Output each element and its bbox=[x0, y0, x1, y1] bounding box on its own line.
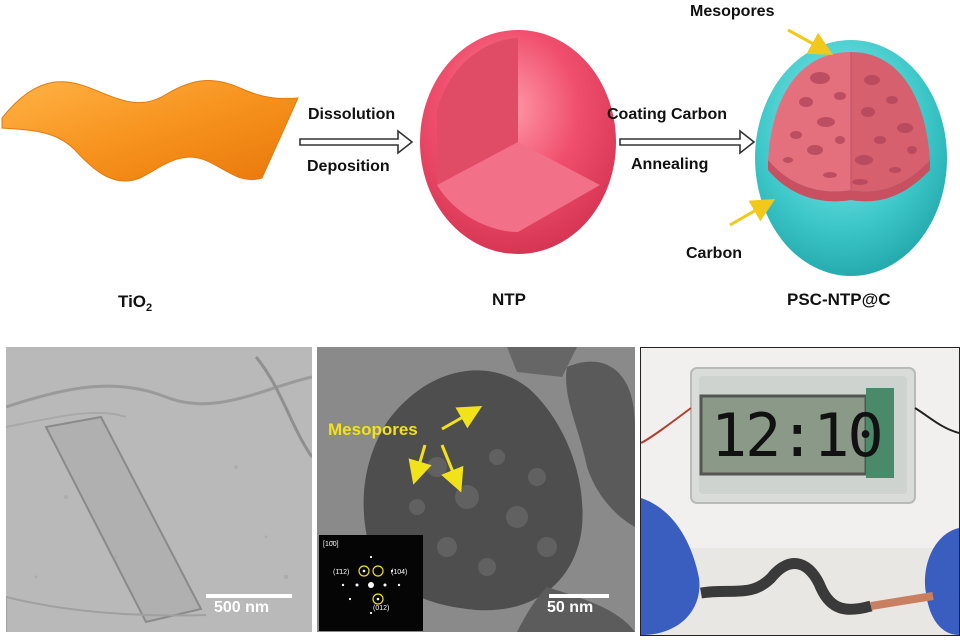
psc-ntp-c-label: PSC-NTP@C bbox=[787, 290, 891, 309]
synthesis-schematic bbox=[1, 28, 947, 276]
tio2-label: TiO2 bbox=[118, 292, 152, 314]
lcd-clock-display: 12:10 bbox=[711, 401, 884, 471]
step1-top-label: Dissolution bbox=[308, 106, 396, 123]
tem-mesopores-drawing bbox=[317, 347, 635, 632]
saed-112-label: (1̄12) bbox=[333, 569, 350, 576]
step2-top-label: Coating Carbon bbox=[607, 106, 727, 123]
tio2-label-text: TiO bbox=[118, 292, 147, 311]
arrow-step2 bbox=[619, 129, 756, 155]
flexible-battery-photo: 12:10 bbox=[640, 347, 960, 636]
tem-nanosheet-drawing bbox=[6, 347, 312, 632]
mesopores-schematic-label: Mesopores bbox=[690, 3, 775, 20]
tio2-sheet bbox=[1, 80, 299, 182]
saed-012-label: (012) bbox=[373, 605, 390, 612]
saed-104-label: (104) bbox=[391, 569, 408, 576]
arrow-step1 bbox=[299, 129, 414, 155]
step2-bottom-label: Annealing bbox=[631, 156, 709, 173]
tem-image-mesopores: Mesopores [10̄0] (1̄12) (104) (012) 50 n… bbox=[317, 347, 635, 632]
mesopores-tem-label: Mesopores bbox=[328, 420, 418, 439]
tem-left-scale-label: 500 nm bbox=[214, 599, 270, 616]
saed-zone-axis-label: [10̄0] bbox=[323, 541, 339, 548]
ntp-label: NTP bbox=[492, 290, 526, 309]
tio2-label-subscript: 2 bbox=[146, 302, 153, 314]
ntp-sphere bbox=[420, 30, 616, 254]
carbon-label: Carbon bbox=[686, 245, 742, 262]
device-drawing bbox=[641, 348, 959, 635]
tem-middle-scale-label: 50 nm bbox=[547, 599, 594, 616]
psc-ntp-c-sphere bbox=[755, 40, 947, 276]
carbon-arrow bbox=[729, 199, 776, 227]
mesopores-arrow bbox=[787, 28, 834, 55]
tem-image-nanosheet: 500 nm bbox=[6, 347, 312, 632]
step1-bottom-label: Deposition bbox=[307, 158, 390, 175]
